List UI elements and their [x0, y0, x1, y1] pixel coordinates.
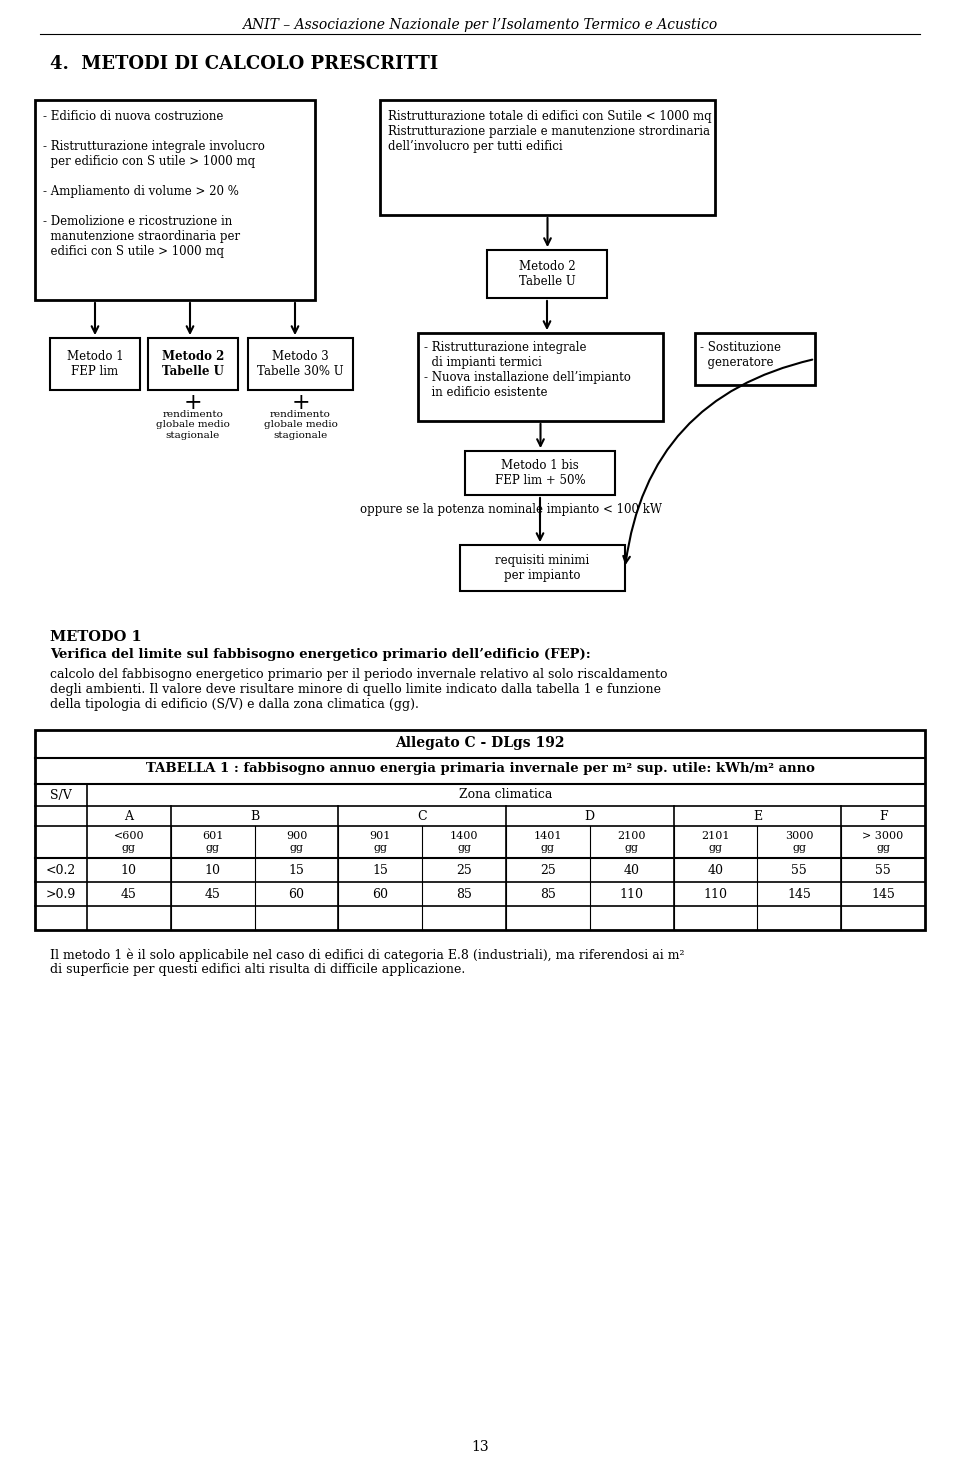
Text: Ristrutturazione totale di edifici con Sutile < 1000 mq
Ristrutturazione parzial: Ristrutturazione totale di edifici con S…: [388, 110, 711, 152]
Text: 601
gg: 601 gg: [202, 831, 224, 853]
Text: oppure se la potenza nominale impianto < 100 kW: oppure se la potenza nominale impianto <…: [360, 503, 662, 516]
Text: 1400
gg: 1400 gg: [450, 831, 478, 853]
Bar: [695, 333, 815, 386]
Text: 4.  METODI DI CALCOLO PRESCRITTI: 4. METODI DI CALCOLO PRESCRITTI: [50, 56, 439, 73]
Text: 55: 55: [791, 863, 807, 877]
Text: rendimento
globale medio
stagionale: rendimento globale medio stagionale: [264, 410, 337, 440]
Bar: [248, 339, 353, 390]
Text: E: E: [753, 809, 762, 822]
Bar: [465, 452, 615, 496]
Text: D: D: [585, 809, 595, 822]
Text: +: +: [291, 391, 310, 413]
FancyArrowPatch shape: [623, 359, 812, 563]
Text: 40: 40: [624, 863, 639, 877]
Text: 85: 85: [540, 887, 556, 900]
Text: 85: 85: [456, 887, 472, 900]
Text: calcolo del fabbisogno energetico primario per il periodo invernale relativo al : calcolo del fabbisogno energetico primar…: [50, 668, 667, 711]
Text: <600
gg: <600 gg: [113, 831, 144, 853]
Text: Metodo 3
Tabelle 30% U: Metodo 3 Tabelle 30% U: [257, 350, 344, 378]
Text: 13: 13: [471, 1440, 489, 1454]
Text: 145: 145: [871, 887, 895, 900]
Text: A: A: [125, 809, 133, 822]
Text: B: B: [250, 809, 259, 822]
Text: S/V: S/V: [50, 789, 72, 802]
Text: 10: 10: [204, 863, 221, 877]
Text: Metodo 1
FEP lim: Metodo 1 FEP lim: [66, 350, 123, 378]
Text: Metodo 2
Tabelle U: Metodo 2 Tabelle U: [162, 350, 225, 378]
Bar: [148, 339, 238, 390]
Text: METODO 1: METODO 1: [50, 630, 142, 644]
Text: 40: 40: [708, 863, 724, 877]
Text: >0.9: >0.9: [46, 887, 76, 900]
Text: - Edificio di nuova costruzione

- Ristrutturazione integrale involucro
  per ed: - Edificio di nuova costruzione - Ristru…: [43, 110, 265, 258]
Text: 110: 110: [704, 887, 728, 900]
Text: C: C: [418, 809, 427, 822]
Text: Zona climatica: Zona climatica: [459, 789, 553, 802]
Text: 1401
gg: 1401 gg: [534, 831, 563, 853]
Text: 900
gg: 900 gg: [286, 831, 307, 853]
Text: 145: 145: [787, 887, 811, 900]
Text: 45: 45: [204, 887, 221, 900]
Text: requisiti minimi
per impianto: requisiti minimi per impianto: [495, 554, 589, 582]
Text: Verifica del limite sul fabbisogno energetico primario dell’edificio (FEP):: Verifica del limite sul fabbisogno energ…: [50, 648, 590, 661]
Bar: [487, 251, 607, 298]
Bar: [380, 100, 715, 216]
Text: 25: 25: [456, 863, 472, 877]
Bar: [35, 100, 315, 301]
Text: - Ristrutturazione integrale
  di impianti termici
- Nuova installazione dell’im: - Ristrutturazione integrale di impianti…: [424, 342, 631, 399]
Text: TABELLA 1 : fabbisogno annuo energia primaria invernale per m² sup. utile: kWh/m: TABELLA 1 : fabbisogno annuo energia pri…: [146, 762, 814, 776]
Text: 2100
gg: 2100 gg: [617, 831, 646, 853]
Text: 2101
gg: 2101 gg: [701, 831, 730, 853]
Text: > 3000
gg: > 3000 gg: [862, 831, 903, 853]
Text: 60: 60: [289, 887, 304, 900]
Text: 55: 55: [876, 863, 891, 877]
Text: 10: 10: [121, 863, 137, 877]
Text: Metodo 1 bis
FEP lim + 50%: Metodo 1 bis FEP lim + 50%: [494, 459, 586, 487]
Text: 110: 110: [620, 887, 644, 900]
Text: 25: 25: [540, 863, 556, 877]
Text: <0.2: <0.2: [46, 863, 76, 877]
Text: +: +: [183, 391, 203, 413]
Text: Allegato C - DLgs 192: Allegato C - DLgs 192: [396, 736, 564, 751]
Text: 45: 45: [121, 887, 137, 900]
Text: 901
gg: 901 gg: [370, 831, 391, 853]
Text: 15: 15: [289, 863, 304, 877]
Text: ANIT – Associazione Nazionale per l’Isolamento Termico e Acustico: ANIT – Associazione Nazionale per l’Isol…: [242, 18, 718, 32]
Text: Metodo 2
Tabelle U: Metodo 2 Tabelle U: [518, 259, 575, 287]
Bar: [35, 730, 925, 929]
Text: rendimento
globale medio
stagionale: rendimento globale medio stagionale: [156, 410, 230, 440]
Bar: [50, 339, 140, 390]
Bar: [418, 333, 663, 421]
Text: 15: 15: [372, 863, 388, 877]
Bar: [460, 545, 625, 591]
Text: - Sostituzione
  generatore: - Sostituzione generatore: [700, 342, 781, 369]
Text: F: F: [878, 809, 887, 822]
Text: 3000
gg: 3000 gg: [785, 831, 813, 853]
Text: 60: 60: [372, 887, 388, 900]
Text: Il metodo 1 è il solo applicabile nel caso di edifici di categoria E.8 (industri: Il metodo 1 è il solo applicabile nel ca…: [50, 949, 684, 976]
